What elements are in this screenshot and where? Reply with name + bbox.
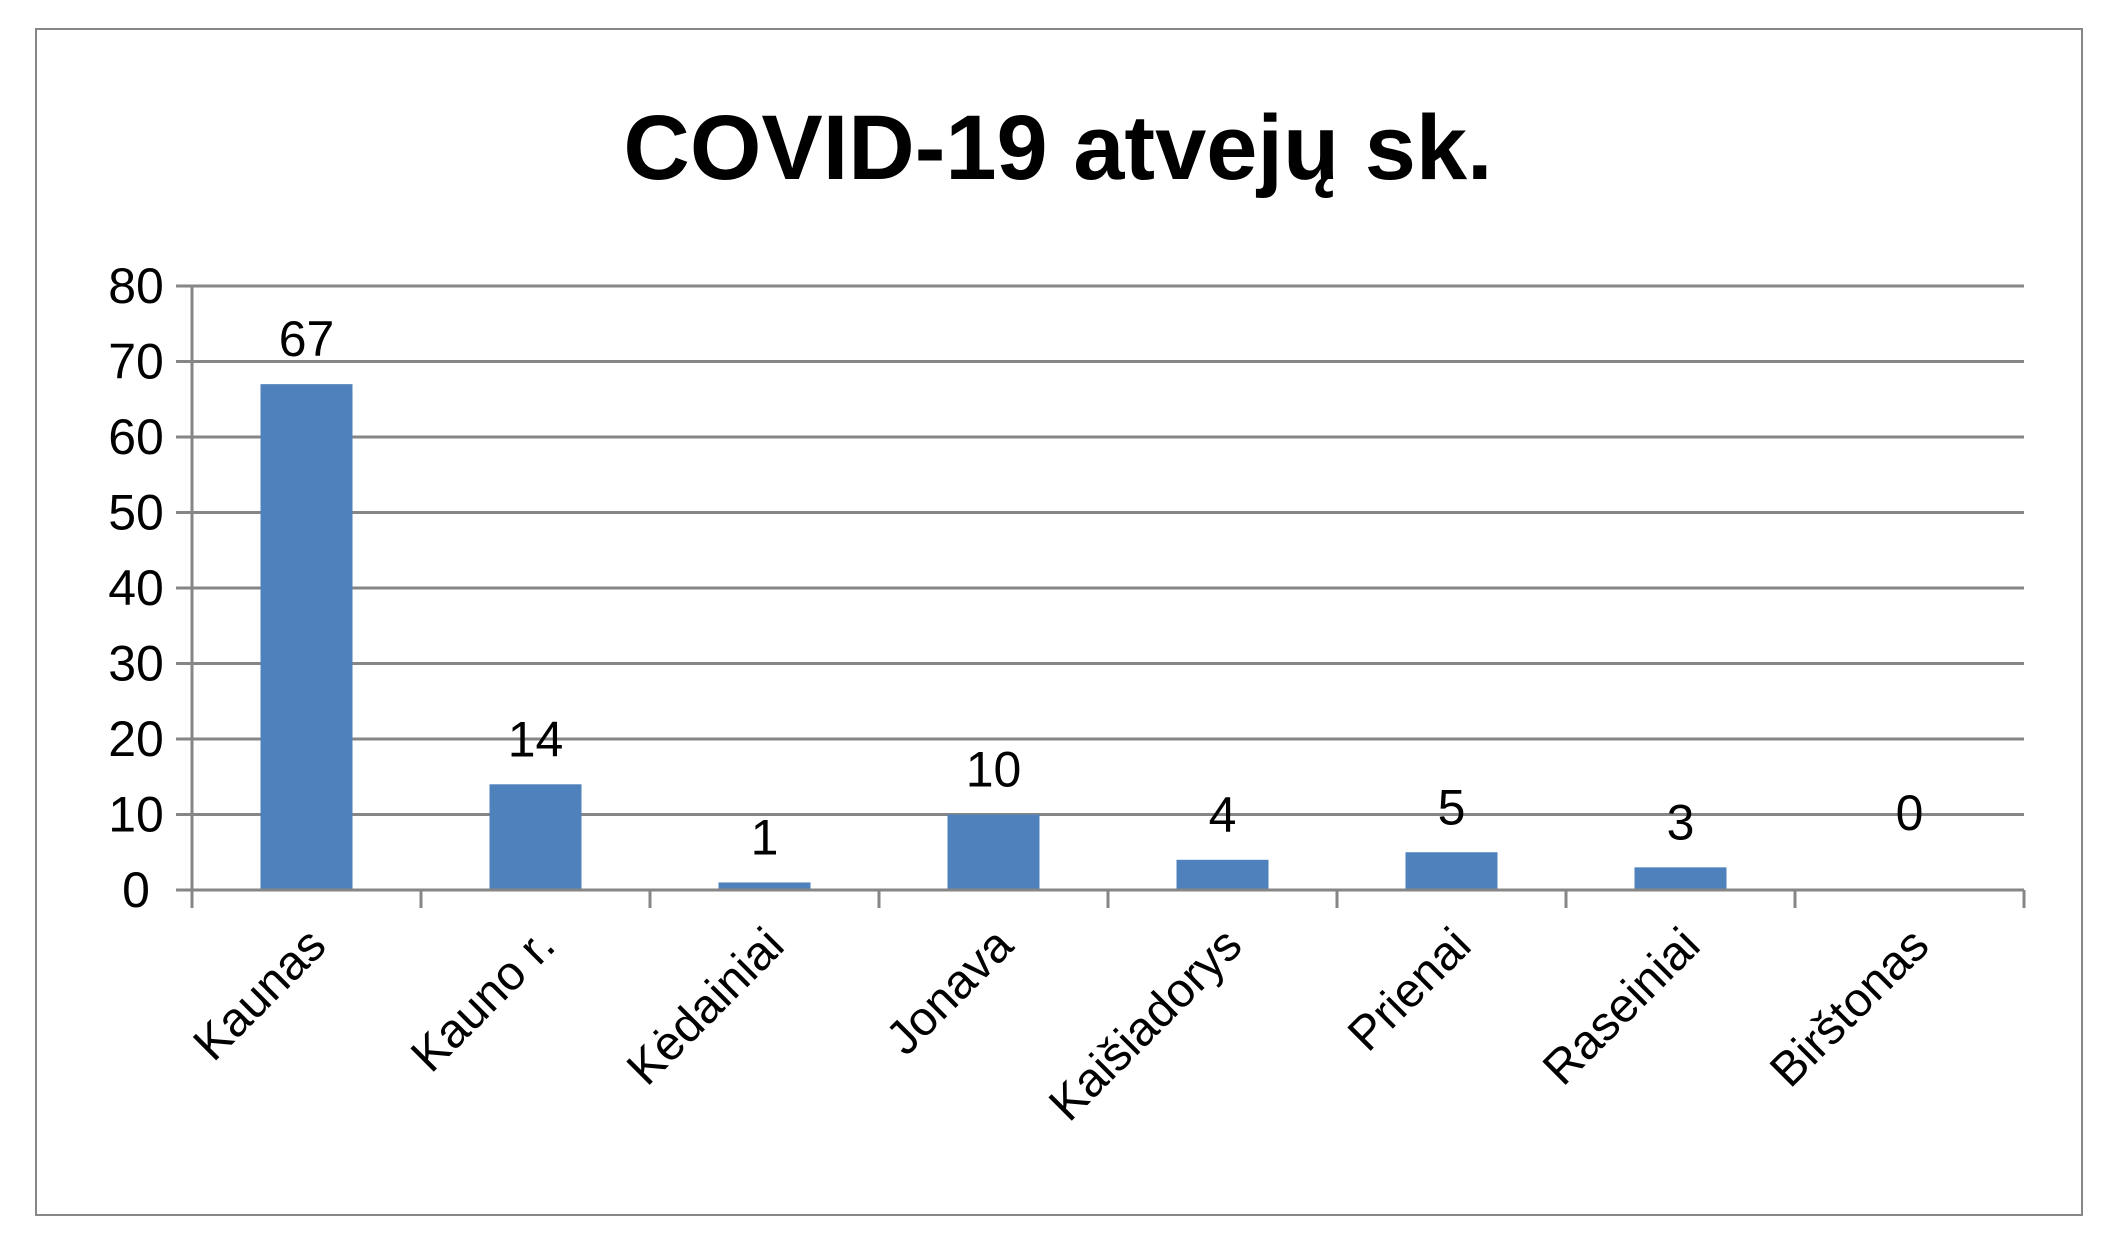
bar bbox=[718, 882, 811, 890]
y-tick-label: 60 bbox=[108, 409, 164, 465]
data-label: 10 bbox=[966, 742, 1022, 798]
bar bbox=[1176, 859, 1269, 890]
category-label: Birštonas bbox=[1760, 918, 1939, 1097]
bar bbox=[1634, 867, 1727, 890]
bar bbox=[1405, 852, 1498, 890]
data-label: 1 bbox=[751, 809, 779, 865]
category-label: Raseiniai bbox=[1533, 918, 1710, 1095]
data-label: 4 bbox=[1209, 787, 1237, 843]
data-label: 3 bbox=[1667, 794, 1695, 850]
data-label: 67 bbox=[279, 311, 335, 367]
y-tick-label: 70 bbox=[108, 334, 164, 390]
category-label: Kaišiadorys bbox=[1039, 918, 1252, 1131]
bar bbox=[489, 784, 582, 890]
bar bbox=[260, 384, 353, 890]
data-label: 0 bbox=[1896, 785, 1924, 841]
y-tick-label: 80 bbox=[108, 258, 164, 314]
category-label: Kėdainiai bbox=[617, 918, 794, 1095]
y-tick-label: 50 bbox=[108, 485, 164, 541]
chart-title: COVID-19 atvejų sk. bbox=[623, 97, 1493, 199]
category-label: Jonava bbox=[876, 918, 1023, 1065]
y-tick-label: 0 bbox=[122, 862, 150, 918]
data-label: 5 bbox=[1438, 779, 1466, 835]
data-label: 14 bbox=[508, 711, 564, 767]
category-label: Prienai bbox=[1338, 918, 1481, 1061]
category-label: Kauno r. bbox=[401, 918, 565, 1082]
y-tick-label: 40 bbox=[108, 560, 164, 616]
y-tick-label: 30 bbox=[108, 636, 164, 692]
chart-frame bbox=[35, 28, 2083, 1216]
y-tick-label: 10 bbox=[108, 787, 164, 843]
category-label: Kaunas bbox=[184, 918, 337, 1071]
y-tick-label: 20 bbox=[108, 711, 164, 767]
bar bbox=[947, 814, 1040, 890]
